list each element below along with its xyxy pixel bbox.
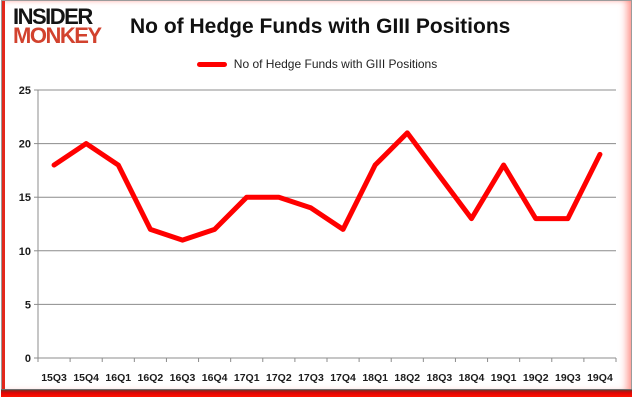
legend: No of Hedge Funds with GIII Positions (0, 56, 634, 72)
data-line (51, 130, 603, 243)
logo-monkey-text: MONKEY (13, 23, 102, 48)
x-tick-label: 15Q3 (41, 372, 67, 384)
insider-monkey-logo: INSIDER MONKEY (13, 4, 123, 48)
y-tick-label: 5 (25, 299, 31, 311)
legend-label: No of Hedge Funds with GIII Positions (233, 57, 438, 71)
chart-title: No of Hedge Funds with GIII Positions (130, 15, 511, 38)
y-tick-label: 0 (25, 353, 31, 365)
x-tick-label: 17Q3 (298, 372, 324, 384)
y-tick-label: 10 (19, 246, 31, 258)
x-tick-label: 19Q2 (523, 372, 549, 384)
x-tick-label: 15Q4 (73, 372, 99, 384)
x-tick-label: 19Q4 (587, 372, 613, 384)
x-tick-label: 19Q1 (491, 372, 517, 384)
x-tick-label: 19Q3 (555, 372, 581, 384)
x-tick-label: 17Q2 (266, 372, 292, 384)
x-tick-label: 17Q4 (330, 372, 356, 384)
x-tick-label: 16Q2 (138, 372, 164, 384)
y-tick-label: 20 (19, 139, 31, 151)
logo-insider-text: INSIDER (13, 4, 93, 29)
x-tick-label: 18Q3 (427, 372, 453, 384)
x-tick-label: 18Q1 (362, 372, 388, 384)
x-tick-label: 16Q1 (105, 372, 131, 384)
chart-panel (1, 0, 632, 390)
x-tick-label: 17Q1 (234, 372, 260, 384)
frame-bottom-bar (1, 389, 632, 397)
x-tick-label: 16Q4 (202, 372, 228, 384)
x-tick-label: 18Q4 (459, 372, 485, 384)
line-chart: 0 5 10 15 20 25 15Q3 15Q4 16Q1 16Q2 16Q3 16Q4 17Q1 17… (19, 85, 617, 384)
y-tick-label: 15 (19, 192, 31, 204)
y-tick-label: 25 (19, 85, 31, 97)
x-tick-label: 16Q3 (170, 372, 196, 384)
x-tick-label: 18Q2 (394, 372, 420, 384)
legend-line-icon (196, 61, 227, 67)
